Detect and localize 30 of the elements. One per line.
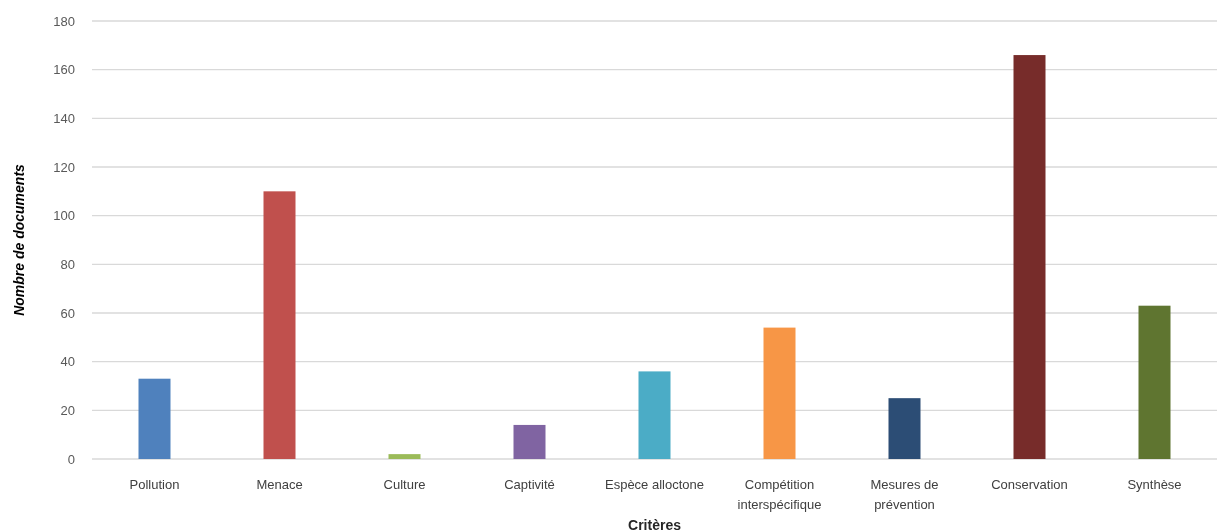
x-tick-label: Conservation [991, 477, 1068, 492]
bar [138, 378, 171, 459]
y-tick-label: 0 [67, 451, 75, 467]
x-tick-label: Captivité [504, 477, 555, 492]
y-axis-title: Nombre de documents [11, 163, 27, 316]
x-tick-label: Mesures de prévention [870, 477, 939, 512]
x-axis-title: Critères [628, 517, 682, 532]
x-tick-label: Synthèse [1127, 477, 1182, 492]
y-tick-label: 40 [60, 354, 75, 370]
bar [1138, 305, 1171, 459]
y-tick-label: 20 [60, 402, 75, 418]
bar [763, 327, 796, 459]
y-tick-label: 140 [53, 110, 75, 126]
x-tick-label: Menace [256, 477, 303, 492]
bar [888, 398, 921, 459]
bar [1013, 55, 1046, 459]
bar [513, 424, 546, 459]
bar [388, 454, 421, 459]
y-tick-label: 120 [53, 159, 75, 175]
y-tick-label: 60 [60, 305, 75, 321]
y-tick-label: 80 [60, 256, 75, 272]
y-tick-label: 100 [53, 208, 75, 224]
bar [638, 371, 671, 459]
x-tick-label: Culture [383, 477, 426, 492]
bar [263, 191, 296, 459]
x-tick-label: Espèce alloctone [604, 477, 705, 492]
x-tick-label: Pollution [129, 477, 180, 492]
x-tick-label: Compétition interspécifique [737, 477, 822, 512]
y-tick-label: 180 [53, 13, 75, 29]
y-tick-label: 160 [53, 62, 75, 78]
